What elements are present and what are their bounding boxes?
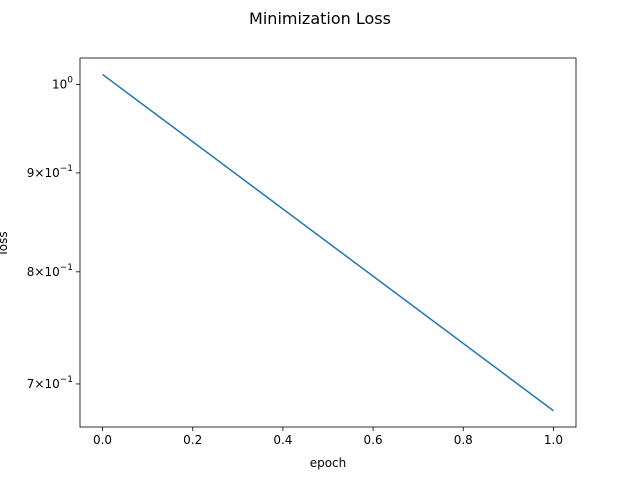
x-axis-label: epoch [310, 456, 347, 470]
x-tick-label: 0.2 [183, 433, 202, 447]
x-tick-label: 0.4 [273, 433, 292, 447]
plot-area: 0.0 0.2 0.4 0.6 0.8 1.0 100 9×10−1 8×10−1 7×10−1 [27, 57, 577, 447]
chart-title: Minimization Loss [249, 9, 391, 28]
x-tick-label: 0.6 [364, 433, 383, 447]
x-tick-label: 1.0 [544, 433, 563, 447]
x-tick-label: 0.8 [454, 433, 473, 447]
x-tick-label: 0.0 [93, 433, 112, 447]
axes-frame [79, 57, 577, 428]
y-tick-label: 100 [52, 75, 73, 91]
y-tick-label: 7×10−1 [27, 375, 73, 391]
series-line-0 [102, 73, 554, 412]
y-tick-label: 9×10−1 [27, 164, 73, 180]
y-axis-label: loss [0, 231, 10, 254]
y-tick-label: 8×10−1 [27, 263, 73, 279]
